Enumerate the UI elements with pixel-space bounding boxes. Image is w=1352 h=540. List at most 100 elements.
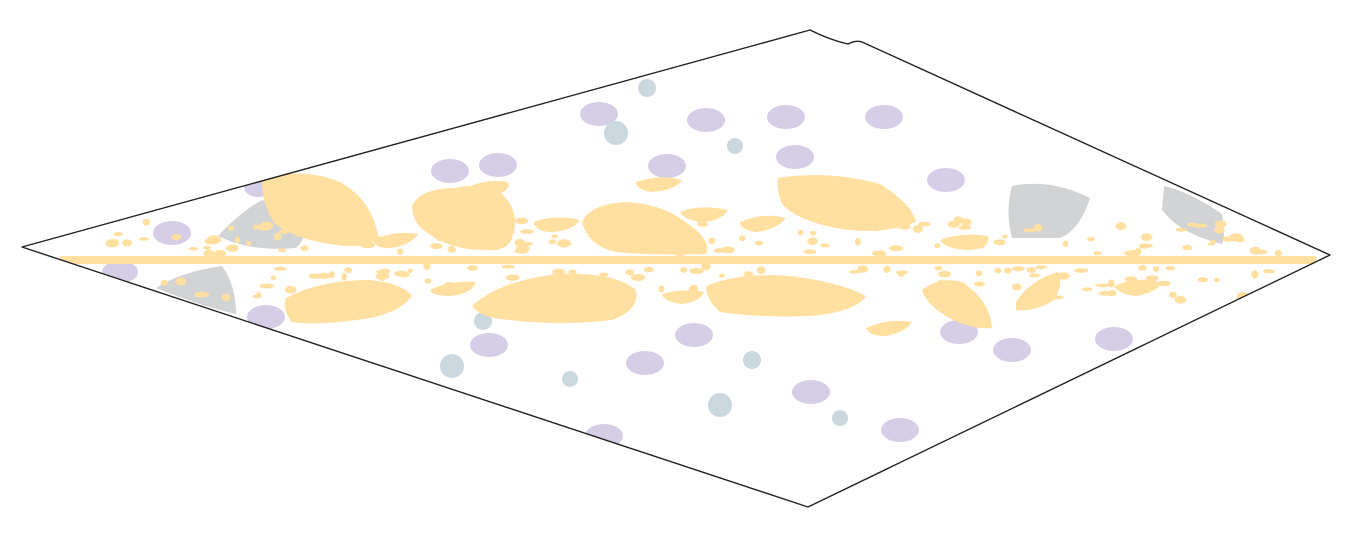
yellow-speckle — [514, 238, 525, 247]
yellow-blob — [262, 173, 378, 247]
yellow-speckle — [1197, 277, 1209, 283]
yellow-speckle — [594, 231, 606, 238]
yellow-speckle — [273, 266, 287, 271]
yellow-speckle — [436, 236, 449, 242]
yellow-speckle — [259, 283, 275, 289]
yellow-blob — [706, 275, 866, 317]
yellow-speckle — [683, 242, 693, 247]
yellow-speckle — [568, 269, 577, 275]
yellow-speckle — [439, 285, 446, 292]
yellow-speckle — [1124, 250, 1138, 256]
yellow-speckle — [1229, 233, 1244, 242]
yellow-speckle — [379, 268, 391, 275]
yellow-speckle — [994, 267, 1002, 274]
yellow-speckle — [423, 262, 431, 271]
yellow-speckle — [1169, 291, 1177, 298]
gray-shard — [1008, 183, 1090, 238]
yellow-speckle — [320, 222, 327, 227]
yellow-speckle — [1263, 221, 1275, 228]
yellow-speckle — [1081, 287, 1093, 292]
yellow-speckle — [688, 284, 699, 294]
yellow-speckle — [308, 220, 324, 225]
speckle-group — [105, 216, 1282, 304]
yellow-speckle — [820, 243, 830, 248]
yellow-blob — [466, 180, 509, 196]
yellow-speckle — [444, 282, 454, 287]
lavender-dot — [993, 338, 1031, 362]
yellow-speckle — [252, 224, 259, 231]
yellow-speckle — [1049, 295, 1064, 300]
yellow-speckle — [658, 285, 665, 293]
steel-dot — [562, 371, 578, 387]
yellow-speckle — [938, 270, 951, 278]
gray-shard — [1162, 186, 1224, 244]
yellow-speckle — [466, 265, 479, 271]
yellow-speckle — [504, 228, 512, 233]
yellow-speckle — [1004, 267, 1012, 274]
lavender-dot — [940, 320, 978, 344]
steel-dot — [440, 354, 464, 378]
yellow-blob — [284, 280, 412, 324]
yellow-speckle — [424, 278, 432, 284]
yellow-speckle — [713, 248, 727, 253]
yellow-blob — [534, 217, 580, 232]
yellow-speckle — [207, 235, 220, 244]
lavender-dot — [675, 323, 713, 347]
yellow-speckle — [870, 223, 883, 232]
yellow-speckle — [973, 281, 986, 287]
yellow-speckle — [1207, 242, 1215, 246]
yellow-speckle — [1263, 269, 1275, 274]
yellow-speckle — [1264, 217, 1276, 226]
yellow-speckle — [739, 293, 753, 302]
yellow-blob — [472, 273, 637, 323]
yellow-speckle — [674, 234, 690, 242]
yellow-speckle — [448, 289, 455, 295]
yellow-speckle — [875, 250, 887, 258]
yellow-speckle — [1124, 276, 1138, 282]
yellow-speckle — [1011, 283, 1022, 291]
yellow-speckle — [1033, 224, 1043, 232]
yellow-speckle — [807, 237, 818, 246]
yellow-speckle — [108, 239, 119, 244]
yellow-speckle — [399, 234, 408, 239]
yellow-blob — [740, 215, 786, 232]
yellow-speckle — [886, 217, 896, 225]
yellow-speckle — [975, 270, 983, 277]
steel-dot — [743, 351, 761, 369]
lavender-dot — [927, 168, 965, 192]
yellow-speckle — [854, 237, 861, 246]
yellow-speckle — [505, 274, 520, 281]
yellow-speckle — [294, 231, 303, 237]
yellow-speckle — [341, 272, 347, 281]
yellow-speckle — [551, 273, 566, 278]
center-band — [60, 256, 1316, 264]
lavender-dot — [881, 418, 919, 442]
yellow-speckle — [1056, 272, 1070, 280]
yellow-speckle — [1214, 220, 1227, 228]
yellow-speckle — [793, 280, 800, 285]
yellow-speckle — [328, 271, 335, 279]
yellow-speckle — [1074, 268, 1089, 273]
yellow-speckle — [934, 243, 941, 249]
yellow-speckle — [371, 293, 387, 299]
yellow-speckle — [701, 262, 711, 271]
yellow-speckle — [386, 283, 396, 292]
yellow-speckle — [113, 232, 123, 237]
yellow-speckle — [1158, 280, 1171, 287]
yellow-speckle — [344, 267, 353, 273]
yellow-speckle — [394, 270, 409, 277]
yellow-speckle — [127, 292, 142, 297]
yellow-speckle — [619, 217, 631, 225]
yellow-speckle — [308, 273, 322, 279]
yellow-speckle — [973, 240, 986, 249]
yellow-speckle — [279, 229, 290, 234]
yellow-speckle — [897, 271, 906, 277]
lavender-dot — [247, 305, 285, 329]
steel-dot — [832, 410, 848, 426]
yellow-speckle — [643, 221, 658, 229]
yellow-speckle — [738, 235, 746, 242]
yellow-blob — [777, 175, 916, 231]
yellow-speckle — [407, 268, 413, 274]
yellow-speckle — [1035, 265, 1047, 270]
